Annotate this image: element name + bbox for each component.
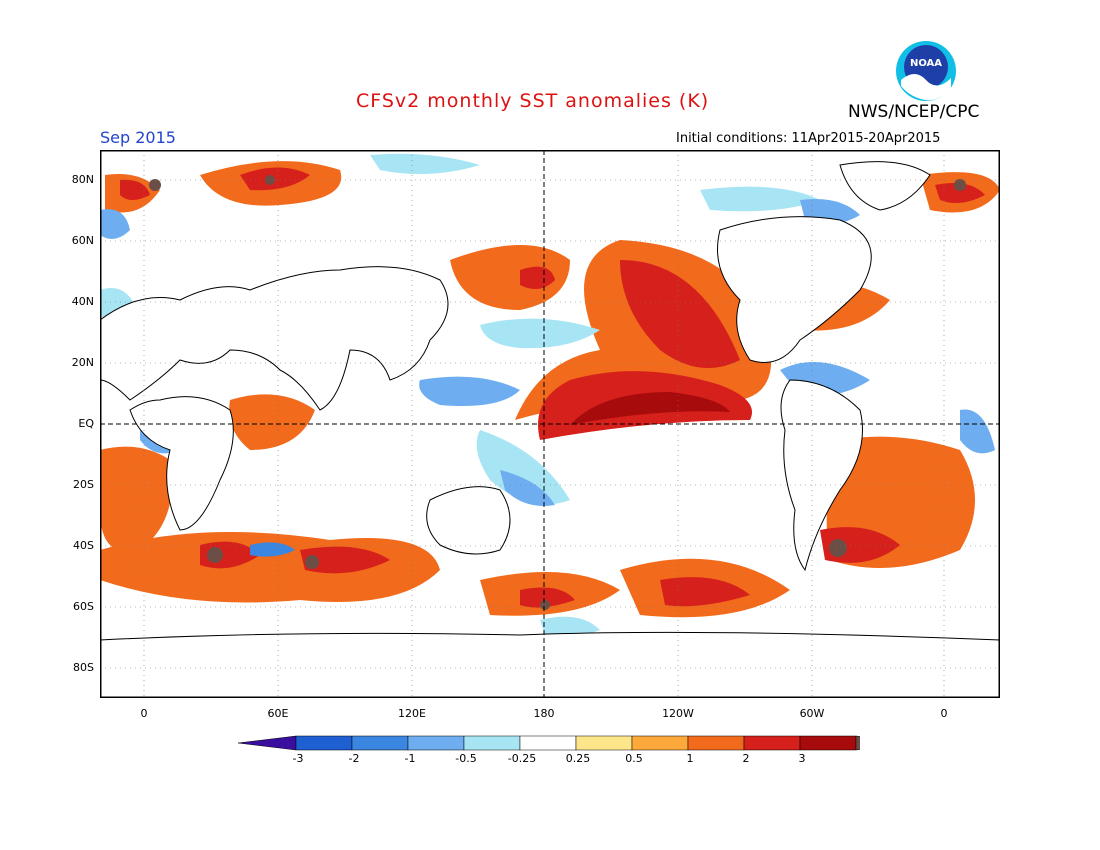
legend-tick: -0.5 [455,752,477,765]
legend-swatch [575,735,633,751]
legend-swatch [687,735,745,751]
initial-conditions: Initial conditions: 11Apr2015-20Apr2015 [676,131,941,146]
month-label: Sep 2015 [100,128,176,147]
svg-text:NOAA: NOAA [910,58,942,69]
lat-label: 40N [71,295,94,308]
legend-swatch [743,735,801,751]
sst-anomaly-map [100,150,1000,698]
legend-swatch [295,735,353,751]
north-america-land [717,216,872,363]
lat-label: 80S [73,661,94,674]
south-america-land [780,379,863,572]
lat-label: 80N [71,173,94,186]
legend-swatch [407,735,465,751]
legend-tick: 3 [798,752,806,765]
legend-tick: 2 [742,752,750,765]
lat-label: 20N [71,356,94,369]
gridlines [100,150,1000,698]
lon-label: 60W [799,707,825,720]
lon-label: 0 [940,707,948,720]
lon-label: 120E [398,707,426,720]
lon-label: 60E [267,707,289,720]
warm-anomalies [100,161,1000,618]
legend-tick: -0.25 [507,752,537,765]
lat-label: EQ [78,417,94,430]
equator-dateline [100,150,1000,698]
legend-swatch [351,735,409,751]
legend-tick: -1 [404,752,416,765]
color-legend-bar [238,735,860,751]
legend-swatch [631,735,689,751]
lon-label: 120W [662,707,694,720]
legend-tick: -2 [348,752,360,765]
legend-tick: 0.25 [565,752,591,765]
legend-tick: 1 [686,752,694,765]
map-title: CFSv2 monthly SST anomalies (K) [356,90,710,112]
continents [100,161,1000,698]
lon-label: 0 [140,707,148,720]
eurasia-land [100,266,449,411]
lat-label: 60N [71,234,94,247]
legend-tick: -3 [292,752,304,765]
lat-label: 40S [73,539,94,552]
legend-arrow-high [855,735,860,751]
legend-swatch [463,735,521,751]
legend-arrow-low [238,735,297,751]
legend-swatch [799,735,857,751]
greenland-land [839,161,931,211]
lat-label: 60S [73,600,94,613]
agency-label: NWS/NCEP/CPC [848,102,980,122]
legend-swatch [519,735,577,751]
lon-label: 180 [533,707,555,720]
africa-land [129,396,234,531]
noaa-logo-icon: NOAA [896,41,956,101]
australia-land [426,486,511,555]
map-frame [100,150,1000,698]
legend-tick: 0.5 [625,752,643,765]
antarctica-land [100,631,1000,698]
lat-label: 20S [73,478,94,491]
